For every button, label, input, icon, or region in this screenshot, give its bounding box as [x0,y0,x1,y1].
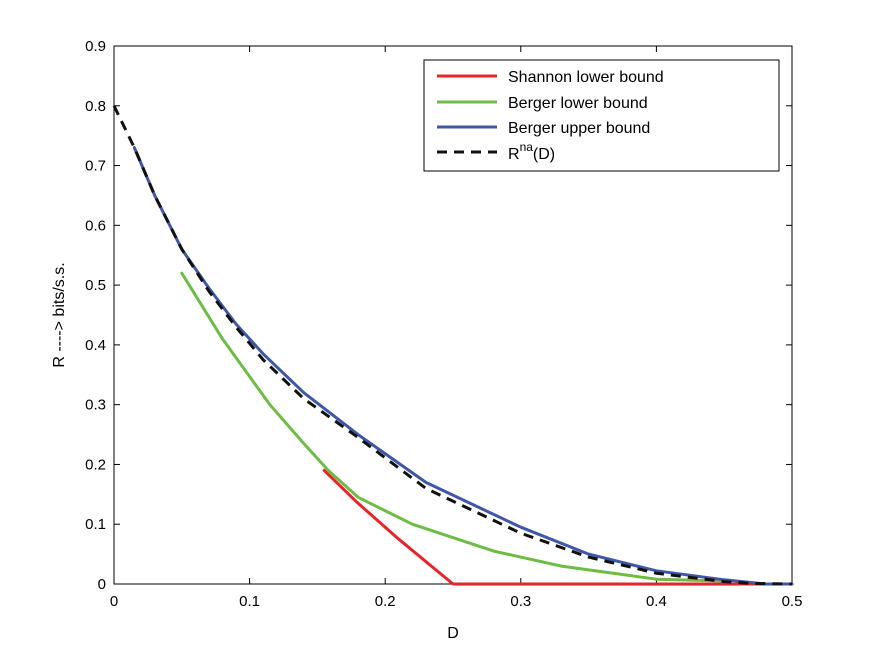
legend-label-rna-main: R [508,146,520,163]
y-tick-label: 0.6 [85,217,106,234]
legend-label-berger-upper-bound: Berger upper bound [508,120,650,137]
y-tick-label: 0 [98,576,106,593]
y-tick-label: 0.4 [85,337,106,354]
legend-label-rna-tail: (D) [533,146,555,163]
x-axis-label: D [447,625,459,642]
legend-label-rna-d: Rna(D) [508,140,555,163]
series-line-0 [322,468,794,586]
y-tick-label: 0.5 [85,277,106,294]
legend-label-berger-lower-bound: Berger lower bound [508,95,648,112]
axis-ticks: 0 0.1 0.2 0.3 0.4 0.5 0 0.1 0.2 0.3 0.4 0.5 0.6 0.7 0.… [85,38,802,610]
x-tick-label: 0.1 [239,593,260,610]
x-tick-label: 0 [110,593,118,610]
x-tick-label: 0.4 [646,593,667,610]
x-tick-label: 0.2 [375,593,396,610]
y-axis-label: R ----> bits/s.s. [51,262,68,367]
legend-label-shannon-lower-bound: Shannon lower bound [508,69,664,86]
y-tick-label: 0.8 [85,98,106,115]
series-line-3 [112,105,793,586]
x-tick-label: 0.3 [510,593,531,610]
x-tick-label: 0.5 [782,593,803,610]
y-tick-label: 0.1 [85,516,106,533]
legend: Shannon lower bound Berger lower bound B… [423,59,780,172]
legend-label-rna-sup: na [520,140,534,154]
y-tick-label: 0.2 [85,456,106,473]
y-tick-label: 0.7 [85,158,106,175]
series-line-1 [180,271,726,583]
legend-box [423,59,780,172]
series-group [112,105,794,586]
y-tick-label: 0.9 [85,38,106,55]
y-tick-label: 0.3 [85,397,106,414]
